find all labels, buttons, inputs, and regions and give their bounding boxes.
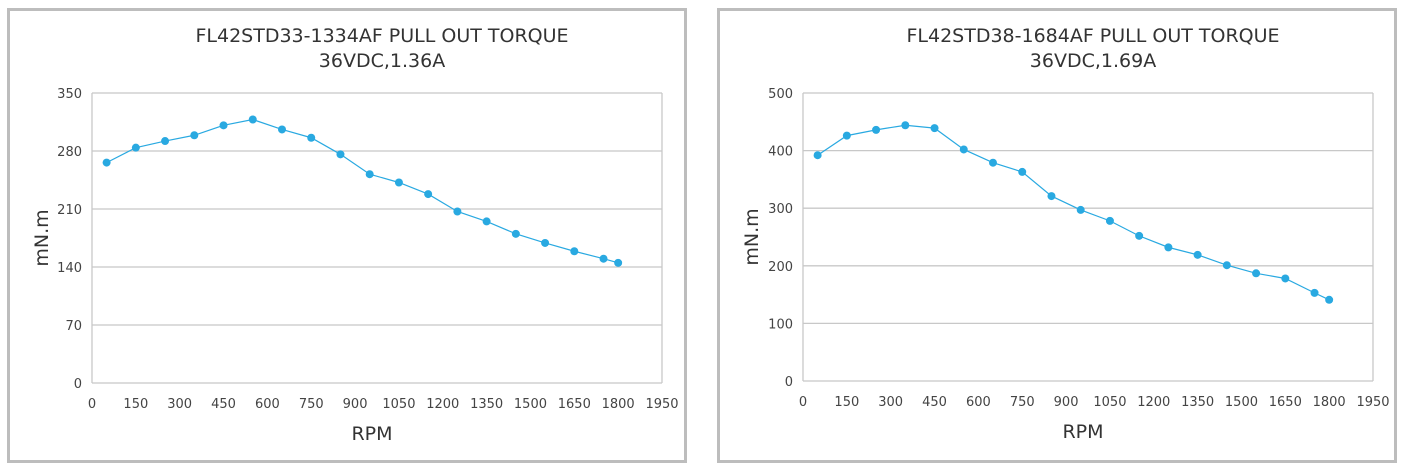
x-tick-label: 0 [88, 397, 96, 412]
y-tick-label: 500 [768, 87, 793, 102]
x-tick-label: 1950 [645, 397, 678, 412]
x-tick-label: 1200 [1137, 395, 1170, 410]
x-tick-label: 450 [211, 397, 236, 412]
data-point [1164, 243, 1173, 252]
x-axis-label: RPM [1062, 421, 1103, 443]
torque-chart-left: FL42STD33-1334AF PULL OUT TORQUE 36VDC,1.… [31, 25, 679, 445]
data-point [570, 247, 579, 256]
data-point [842, 131, 851, 140]
data-point [336, 150, 345, 159]
x-tick-label: 750 [299, 397, 324, 412]
data-point [278, 125, 286, 134]
x-tick-label: 900 [343, 397, 368, 412]
data-point [1222, 261, 1231, 270]
x-axis-label: RPM [351, 423, 392, 445]
y-tick-label: 0 [74, 377, 82, 392]
data-point [541, 238, 550, 247]
data-point [1047, 192, 1056, 201]
data-point [131, 143, 140, 152]
y-tick-label: 70 [65, 319, 82, 334]
data-point [219, 121, 228, 130]
data-point [1135, 231, 1144, 240]
data-point [1252, 269, 1261, 278]
x-tick-label: 1800 [602, 397, 635, 412]
y-tick-label: 280 [57, 145, 82, 160]
data-point [930, 124, 939, 133]
data-point [1018, 167, 1027, 176]
x-tick-label: 300 [878, 395, 903, 410]
data-point [1325, 295, 1334, 304]
chart-panel-left: FL42STD33-1334AF PULL OUT TORQUE 36VDC,1.… [7, 8, 687, 463]
data-point [614, 258, 623, 267]
data-point [365, 170, 374, 179]
y-tick-label: 100 [768, 317, 793, 332]
x-tick-label: 1650 [558, 397, 591, 412]
x-tick-label: 600 [966, 395, 991, 410]
data-point [872, 125, 881, 134]
x-tick-label: 1500 [1225, 395, 1258, 410]
x-tick-label: 1650 [1269, 395, 1302, 410]
data-point [161, 137, 170, 146]
data-point [1281, 274, 1290, 283]
data-point [599, 254, 608, 263]
x-tick-label: 900 [1054, 395, 1079, 410]
chart-title: FL42STD38-1684AF PULL OUT TORQUE [906, 25, 1279, 47]
y-axis-label: mN.m [31, 209, 53, 266]
chart-subtitle: 36VDC,1.69A [1030, 50, 1156, 72]
data-point [813, 151, 822, 160]
x-tick-label: 1200 [426, 397, 459, 412]
data-point [190, 131, 199, 140]
x-tick-label: 1800 [1313, 395, 1346, 410]
data-point [989, 158, 997, 167]
x-tick-label: 750 [1010, 395, 1035, 410]
y-tick-label: 140 [57, 261, 82, 276]
y-tick-label: 400 [768, 145, 793, 160]
x-tick-label: 1950 [1356, 395, 1389, 410]
data-point [453, 207, 462, 216]
chart-title: FL42STD33-1334AF PULL OUT TORQUE [195, 25, 568, 47]
data-point [1310, 288, 1319, 297]
data-point [511, 229, 520, 238]
chart-panel-right: FL42STD38-1684AF PULL OUT TORQUE 36VDC,1.… [717, 8, 1397, 463]
y-tick-label: 300 [768, 202, 793, 217]
x-tick-label: 1050 [382, 397, 415, 412]
data-point [248, 115, 257, 124]
x-tick-label: 1350 [470, 397, 503, 412]
data-point [959, 145, 968, 154]
x-tick-label: 1050 [1093, 395, 1126, 410]
chart-subtitle: 36VDC,1.36A [319, 50, 445, 72]
x-tick-label: 450 [922, 395, 947, 410]
y-tick-label: 350 [57, 87, 82, 102]
torque-chart-right: FL42STD38-1684AF PULL OUT TORQUE 36VDC,1.… [741, 25, 1390, 443]
x-tick-label: 300 [167, 397, 192, 412]
data-point [1105, 216, 1114, 225]
data-point [394, 178, 403, 187]
x-tick-label: 1500 [514, 397, 547, 412]
data-point [424, 190, 433, 199]
y-tick-label: 200 [768, 260, 793, 275]
data-point [307, 133, 316, 142]
data-point [1076, 205, 1085, 214]
y-axis-label: mN.m [741, 208, 763, 265]
data-point [1193, 250, 1202, 259]
x-tick-label: 150 [834, 395, 859, 410]
x-tick-label: 150 [123, 397, 148, 412]
data-point [102, 158, 111, 167]
x-tick-label: 0 [799, 395, 807, 410]
y-tick-label: 210 [57, 203, 82, 218]
data-point [901, 121, 910, 130]
x-tick-label: 600 [255, 397, 280, 412]
y-tick-label: 0 [785, 375, 793, 390]
x-tick-label: 1350 [1181, 395, 1214, 410]
data-point [482, 217, 491, 226]
